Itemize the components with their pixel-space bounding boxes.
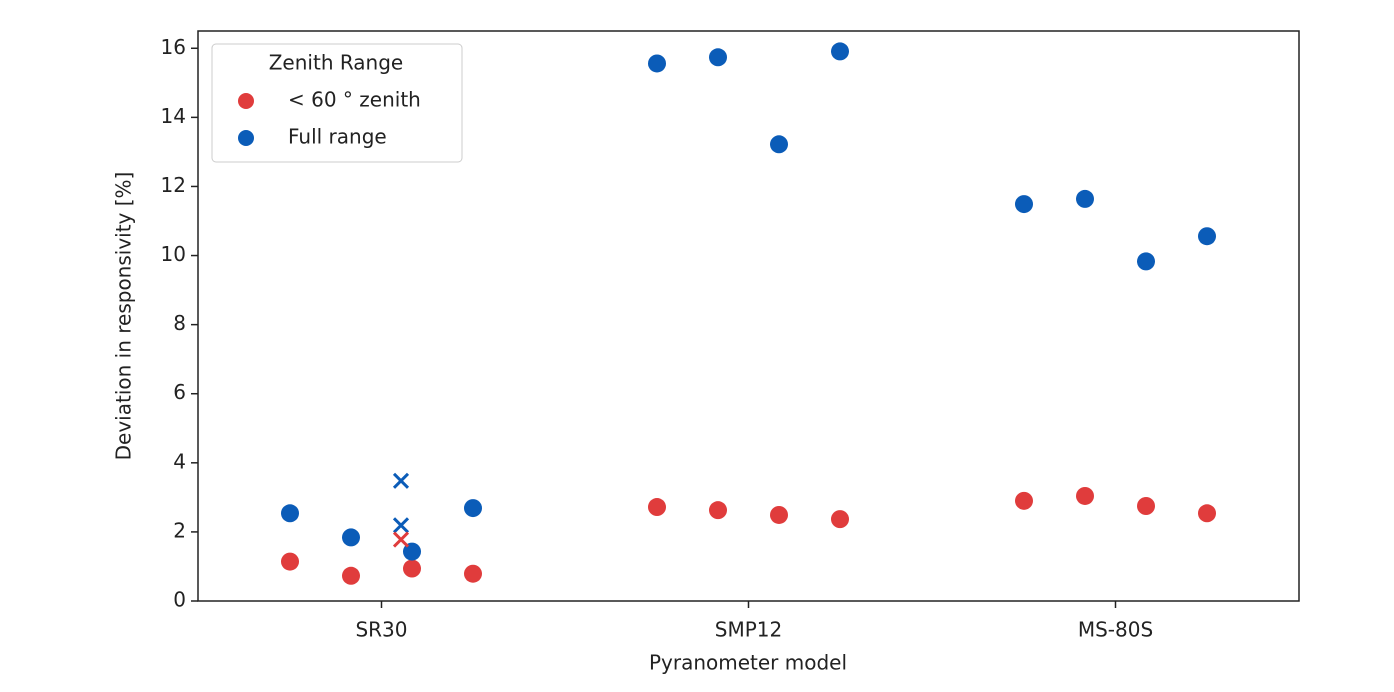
y-tick-label: 14 xyxy=(161,104,186,128)
point xyxy=(1198,227,1216,246)
point xyxy=(770,505,788,524)
x-tick-label: SMP12 xyxy=(715,618,782,642)
x-axis-label: Pyranometer model xyxy=(649,651,847,675)
legend-box xyxy=(211,43,463,163)
point xyxy=(403,542,421,561)
point xyxy=(709,48,727,67)
point xyxy=(464,499,482,518)
point xyxy=(1076,486,1094,505)
y-tick-label: 2 xyxy=(173,518,186,542)
y-tick-label: 6 xyxy=(173,380,186,404)
legend-label: Full range xyxy=(288,125,387,149)
y-tick-label: 4 xyxy=(173,449,186,473)
x-tick-label: MS-80S xyxy=(1078,618,1153,642)
point xyxy=(281,504,299,523)
point xyxy=(770,135,788,154)
point xyxy=(1015,491,1033,510)
legend-title: Zenith Range xyxy=(269,51,404,75)
legend-label: < 60 ° zenith xyxy=(288,88,421,112)
cross-marker xyxy=(392,531,410,548)
cross-marker xyxy=(392,472,410,489)
y-tick-label: 12 xyxy=(161,173,186,197)
point xyxy=(342,528,360,547)
point xyxy=(1137,497,1155,515)
point xyxy=(464,564,482,583)
y-axis-label: Deviation in responsivity [%] xyxy=(112,172,136,461)
x-tick-label: SR30 xyxy=(355,618,407,642)
y-tick-label: 16 xyxy=(161,35,186,59)
point xyxy=(709,501,727,520)
y-tick-label: 8 xyxy=(173,311,186,335)
point xyxy=(403,559,421,578)
point xyxy=(1076,189,1094,208)
cross-marker xyxy=(392,517,410,534)
point xyxy=(648,498,666,517)
point xyxy=(831,42,849,61)
legend-marker xyxy=(238,130,254,146)
point xyxy=(1137,252,1155,271)
point xyxy=(342,566,360,585)
point xyxy=(831,510,849,529)
y-tick-label: 0 xyxy=(173,588,186,612)
point xyxy=(281,552,299,571)
legend-marker xyxy=(238,93,254,109)
y-tick-label: 10 xyxy=(161,242,186,266)
point xyxy=(1015,195,1033,214)
point xyxy=(1198,504,1216,523)
point xyxy=(648,54,666,73)
